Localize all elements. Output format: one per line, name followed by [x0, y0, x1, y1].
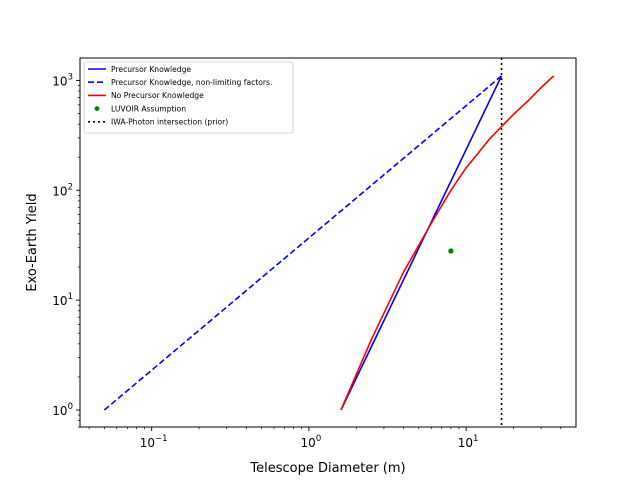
legend-box — [83, 61, 294, 134]
series-4-point — [448, 248, 454, 254]
y-axis-label: Exo-Earth Yield — [25, 193, 40, 291]
series-2-line — [103, 75, 503, 411]
series-1-line — [340, 75, 503, 411]
legend-label: No Precursor Knowledge — [111, 91, 204, 100]
series-3-line — [340, 75, 555, 411]
legend-label: Precursor Knowledge, non-limiting factor… — [111, 78, 272, 87]
y-tick-label: 101 — [52, 292, 73, 308]
y-tick-label: 103 — [52, 72, 73, 88]
legend-label: LUVOIR Assumption — [111, 104, 186, 113]
x-tick-label: 100 — [301, 434, 322, 450]
legend-marker — [94, 106, 100, 111]
plot-frame — [79, 57, 577, 428]
x-tick-label: 10−1 — [140, 434, 168, 450]
y-tick-label: 100 — [52, 402, 73, 418]
legend-label: IWA-Photon intersection (prior) — [111, 118, 228, 127]
series-layer — [103, 58, 555, 427]
x-axis-label: Telescope Diameter (m) — [249, 461, 405, 476]
legend: Precursor Knowledge Precursor Knowledge, … — [83, 61, 294, 134]
ticks-layer: 10−1 100 101 100 101 102 103 — [52, 72, 562, 450]
y-tick-label: 102 — [52, 182, 73, 198]
legend-label: Precursor Knowledge — [111, 65, 191, 74]
x-tick-label: 101 — [458, 434, 479, 450]
